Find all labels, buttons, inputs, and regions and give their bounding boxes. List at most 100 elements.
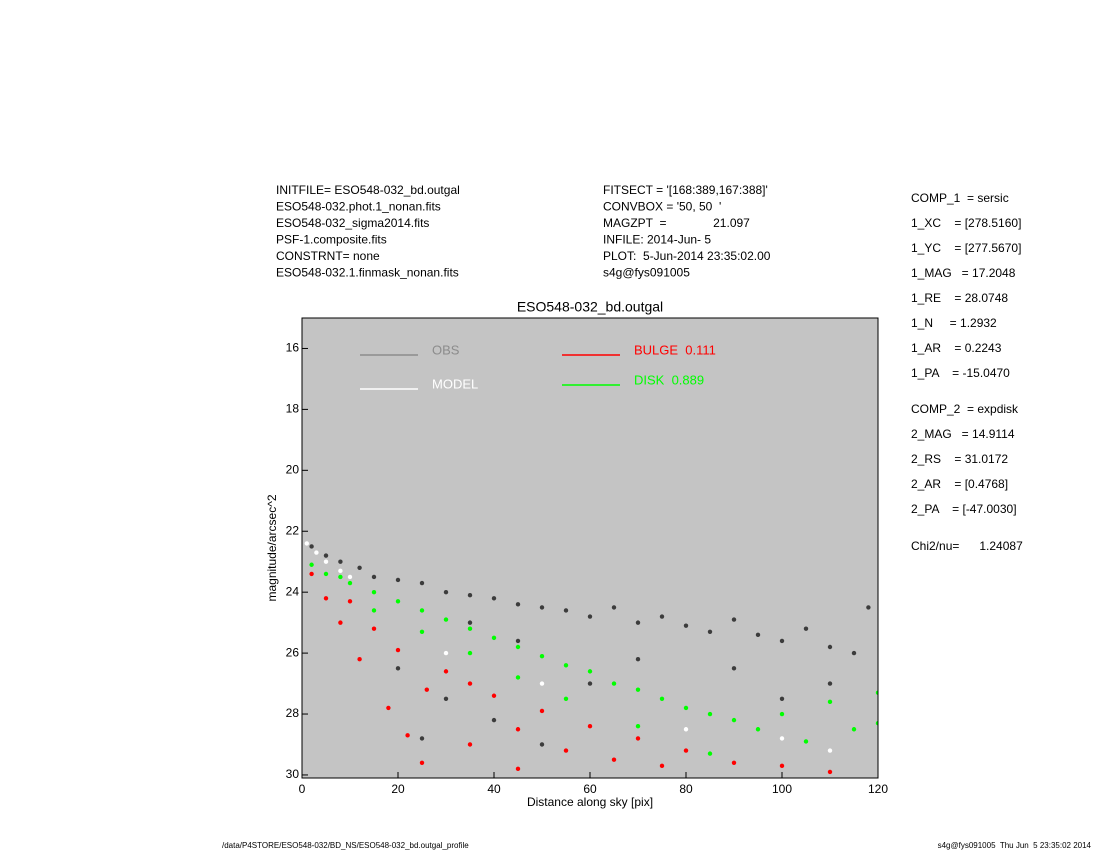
data-point <box>827 699 833 705</box>
data-point <box>611 757 617 762</box>
fit-parameter: 1_N = 1.2932 <box>911 316 997 330</box>
data-point <box>683 748 689 753</box>
data-point <box>635 724 641 729</box>
plot-area <box>302 318 878 778</box>
data-point <box>515 644 521 650</box>
fit-parameter: 2_AR = [0.4768] <box>911 477 1008 491</box>
data-point <box>611 605 617 610</box>
data-point <box>443 669 449 674</box>
data-point <box>827 769 833 775</box>
data-point <box>563 663 569 668</box>
data-point <box>309 544 314 549</box>
data-point <box>587 614 593 619</box>
data-point <box>309 571 314 577</box>
data-point <box>491 693 497 698</box>
fit-parameter: 1_XC = [278.5160] <box>911 216 1021 230</box>
data-point <box>491 635 497 641</box>
x-tick-label: 80 <box>679 782 693 796</box>
header-text: s4g@fys091005 <box>603 266 690 280</box>
data-point <box>419 629 425 634</box>
data-point <box>875 690 878 695</box>
data-point <box>395 577 401 583</box>
data-point <box>851 727 857 732</box>
data-point <box>395 647 401 653</box>
data-point <box>851 650 857 656</box>
data-point <box>659 696 665 701</box>
data-point <box>467 626 473 631</box>
data-point <box>467 620 473 625</box>
data-point <box>803 739 809 744</box>
header-text: ESO548-032_sigma2014.fits <box>276 216 429 230</box>
data-point <box>779 711 785 717</box>
x-tick-label: 40 <box>487 782 501 796</box>
data-point <box>587 724 593 729</box>
data-point <box>587 669 593 674</box>
header-text: ESO548-032.1.finmask_nonan.fits <box>276 266 459 280</box>
data-point <box>371 626 377 631</box>
fit-parameter: 1_PA = -15.0470 <box>911 366 1010 380</box>
y-tick-label: 30 <box>286 767 300 781</box>
data-point <box>371 589 377 595</box>
data-point <box>405 733 410 738</box>
data-point <box>357 565 362 571</box>
x-axis-label: Distance along sky [pix] <box>527 795 653 809</box>
data-point <box>419 736 425 741</box>
footer-stamp: s4g@fys091005 Thu Jun 5 23:35:02 2014 <box>938 841 1092 850</box>
data-point <box>539 605 545 610</box>
data-point <box>587 681 593 686</box>
data-point <box>755 632 761 638</box>
data-point <box>779 696 785 701</box>
fit-parameter: 1_RE = 28.0748 <box>911 291 1008 305</box>
y-tick-label: 16 <box>286 341 300 355</box>
x-tick-label: 0 <box>299 782 306 796</box>
fit-parameter: COMP_2 = expdisk <box>911 402 1019 416</box>
data-point <box>467 681 473 686</box>
legend-label: DISK 0.889 <box>634 372 704 387</box>
header-text: MAGZPT = 21.097 <box>603 216 750 230</box>
data-point <box>515 675 521 680</box>
data-point <box>386 705 391 711</box>
y-tick-label: 22 <box>286 523 300 537</box>
data-point <box>371 574 377 580</box>
data-point <box>491 596 497 601</box>
data-point <box>443 696 449 701</box>
data-point <box>539 708 545 714</box>
legend-label: MODEL <box>432 376 478 391</box>
data-point <box>338 574 343 580</box>
data-point <box>779 638 785 644</box>
data-point <box>659 614 665 619</box>
data-point <box>659 763 665 769</box>
data-point <box>323 553 329 558</box>
data-point <box>563 748 569 753</box>
legend-label: BULGE 0.111 <box>634 342 716 357</box>
data-point <box>635 656 641 662</box>
data-point <box>323 559 329 564</box>
data-point <box>563 608 569 613</box>
data-point <box>338 559 343 564</box>
data-point <box>779 763 785 769</box>
fit-parameter: 2_RS = 31.0172 <box>911 452 1008 466</box>
fit-parameter: 1_AR = 0.2243 <box>911 341 1002 355</box>
data-point <box>707 629 713 634</box>
data-point <box>827 748 833 753</box>
fit-parameter: 2_PA = [-47.0030] <box>911 502 1017 516</box>
data-point <box>395 599 401 604</box>
data-point <box>515 602 521 607</box>
fit-parameter: 1_YC = [277.5670] <box>911 241 1021 255</box>
y-tick-label: 26 <box>286 645 300 659</box>
x-tick-label: 100 <box>772 782 792 796</box>
data-point <box>424 687 429 692</box>
data-point <box>827 681 833 686</box>
data-point <box>314 550 319 555</box>
data-point <box>707 751 713 756</box>
fit-parameter: 2_MAG = 14.9114 <box>911 427 1015 441</box>
data-point <box>515 638 521 644</box>
x-tick-label: 60 <box>583 782 597 796</box>
data-point <box>395 666 401 671</box>
fit-parameter: 1_MAG = 17.2048 <box>911 266 1016 280</box>
y-tick-label: 18 <box>286 402 300 416</box>
data-point <box>635 736 641 741</box>
data-point <box>467 650 473 656</box>
data-point <box>338 620 343 625</box>
